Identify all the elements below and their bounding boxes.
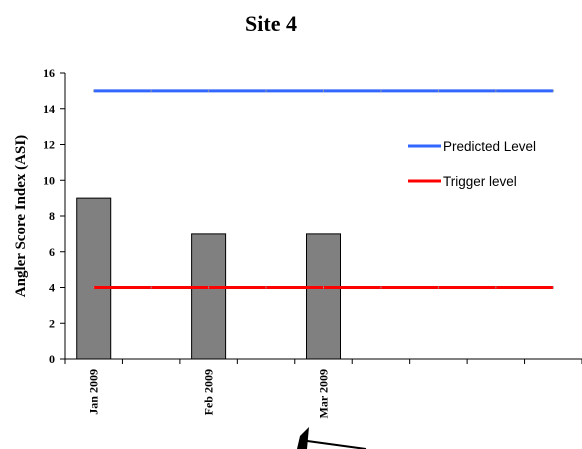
y-tick-label: 6 [49,245,55,259]
y-tick-label: 12 [43,138,55,152]
y-tick-label: 4 [49,281,55,295]
legend: Predicted Level Trigger level [408,139,536,189]
y-tick-label: 10 [43,173,55,187]
y-tick-label: 2 [49,316,55,330]
pen-stroke-mark [297,427,309,449]
x-tick-label: Feb 2009 [202,369,216,415]
legend-label: Trigger level [443,174,517,189]
x-axis: Jan 2009 Feb 2009 Mar 2009 [64,358,582,418]
bar [306,233,341,360]
legend-label: Predicted Level [443,139,536,154]
x-tick-label: Mar 2009 [317,369,331,418]
bar [76,197,112,360]
y-tick-label: 14 [43,102,55,116]
y-ticks: 0 2 4 6 8 10 12 14 16 [43,66,65,366]
bar [191,233,227,360]
x-tick-label: Jan 2009 [87,369,101,415]
bars [76,197,341,360]
reference-lines [93,89,554,289]
y-tick-label: 16 [43,66,55,80]
y-tick-label: 8 [49,209,55,223]
pen-stroke-line [299,439,367,449]
chart-title: Site 4 [245,11,297,36]
y-axis-label: Angler Score Index (ASI) [13,135,29,297]
y-tick-label: 0 [49,352,55,366]
